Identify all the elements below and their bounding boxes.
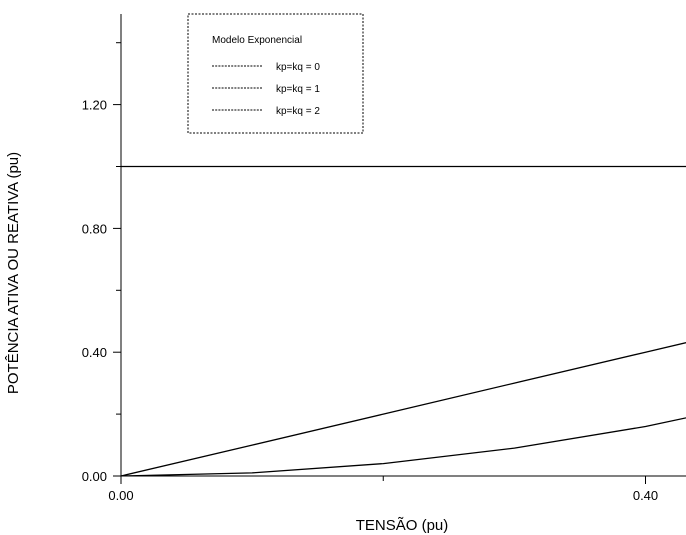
legend-frame — [187, 13, 364, 134]
series-line-2 — [121, 341, 686, 476]
legend-label-2: kp=kq = 1 — [276, 84, 320, 95]
axes — [120, 14, 686, 477]
series-layer — [121, 165, 686, 476]
legend-label-1: kp=kq = 0 — [276, 62, 320, 73]
legend-entries: kp=kq = 0 kp=kq = 1 kp=kq = 2 — [212, 62, 320, 117]
x-axis-title: TENSÃO (pu) — [356, 517, 449, 534]
y-tick-label: 1.20 — [82, 98, 107, 113]
x-tick-label: 0.00 — [108, 488, 133, 503]
series-line-3 — [121, 417, 686, 476]
x-tick-label: 0.40 — [633, 488, 658, 503]
y-axis-ticks: 0.00 0.40 0.80 1.20 — [82, 42, 121, 484]
y-tick-label: 0.40 — [82, 345, 107, 360]
legend-label-3: kp=kq = 2 — [276, 106, 320, 117]
y-axis-title: POTÊNCIA ATIVA OU REATIVA (pu) — [5, 152, 22, 394]
y-tick-label: 0.00 — [82, 469, 107, 484]
legend: Modelo Exponencial kp=kq = 0kp=kq = 1kp=… — [187, 13, 364, 134]
legend-title: Modelo Exponencial — [212, 35, 302, 46]
y-tick-label: 0.80 — [82, 221, 107, 236]
x-axis-ticks: 0.000.400.80 — [108, 476, 658, 503]
